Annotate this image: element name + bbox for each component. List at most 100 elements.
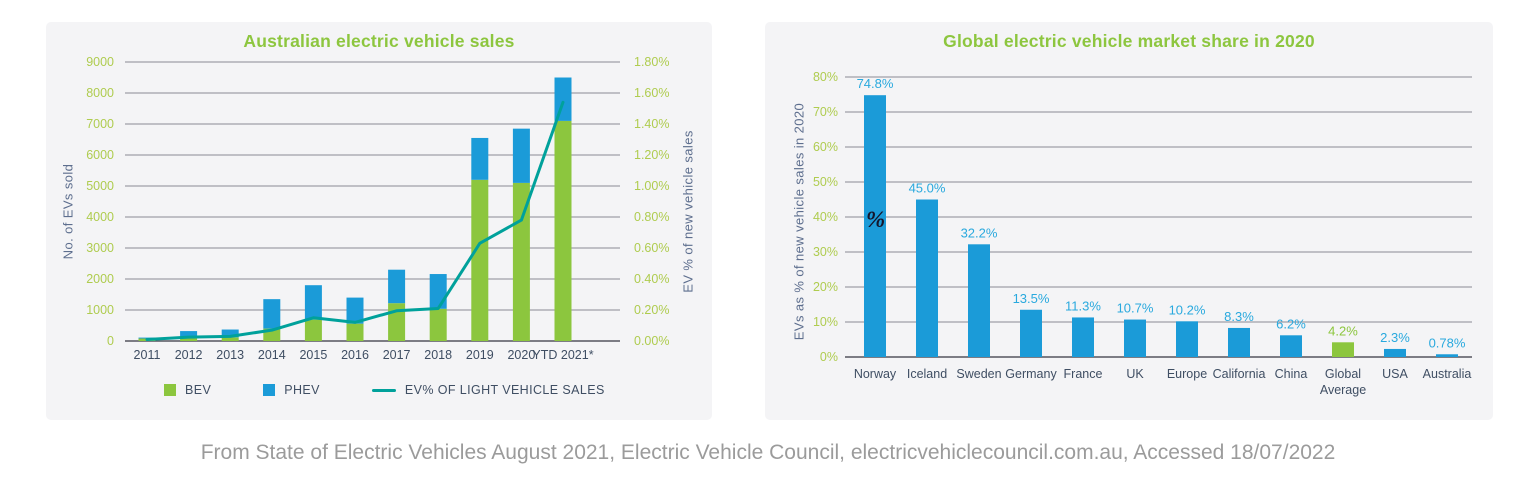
phev-bar <box>512 128 530 183</box>
phev-bar <box>346 297 364 324</box>
bev-bar <box>221 337 239 341</box>
y-tick-label: 60% <box>813 140 838 154</box>
market-share-bar <box>1228 327 1250 357</box>
x-tick-label: 2020 <box>507 348 535 362</box>
x-tick-label: 2011 <box>134 348 161 362</box>
phev-bar <box>554 77 572 121</box>
phev-bar <box>429 274 447 309</box>
phev-bar <box>304 285 322 320</box>
left-chart-title: Australian electric vehicle sales <box>243 31 515 51</box>
market-share-bar <box>1072 317 1094 357</box>
x-tick-label: 2016 <box>341 348 369 362</box>
ev-line-swatch-icon <box>371 388 396 392</box>
bev-bar <box>304 319 322 341</box>
x-tick-label: Australia <box>1423 367 1472 381</box>
legend-item-phev: PHEV <box>263 383 320 397</box>
bev-bar <box>388 303 406 341</box>
bev-swatch-icon <box>164 384 176 396</box>
market-share-bar <box>1124 319 1146 357</box>
x-tick-label: Germany <box>1005 367 1057 381</box>
bar-value-label: 13.5% <box>1013 291 1050 306</box>
x-tick-label: Average <box>1320 383 1366 397</box>
source-caption: From State of Electric Vehicles August 2… <box>200 441 1336 464</box>
legend-item-bev: BEV <box>164 383 211 397</box>
y-tick-label: 10% <box>813 315 838 329</box>
y2-tick-label: 1.00% <box>634 179 669 193</box>
x-tick-label: China <box>1275 367 1308 381</box>
phev-bar <box>180 331 198 339</box>
ev-percent-line <box>145 100 565 341</box>
y-tick-label: 50% <box>813 175 838 189</box>
y2-tick-label: 0.20% <box>634 303 669 317</box>
y2-tick-label: 1.80% <box>634 55 669 69</box>
y-tick-label: 4000 <box>86 210 114 224</box>
y-tick-label: 6000 <box>86 148 114 162</box>
bar-value-label: 10.7% <box>1117 301 1154 316</box>
bar-value-label: 45.0% <box>909 181 946 196</box>
market-share-bar <box>1384 348 1406 357</box>
y-tick-label: 9000 <box>86 55 114 69</box>
y-tick-label: 5000 <box>86 179 114 193</box>
bar-value-label: 11.3% <box>1065 298 1101 313</box>
phev-bar <box>263 299 281 329</box>
y-tick-label: 0 <box>107 334 114 348</box>
global-ev-market-share-chart-panel: Global electric vehicle market share in … <box>765 22 1493 420</box>
phev-swatch-icon <box>263 384 276 396</box>
x-tick-label: France <box>1064 367 1103 381</box>
y-tick-label: 8000 <box>86 86 114 100</box>
y-tick-label: 3000 <box>86 241 114 255</box>
bar-value-label: 2.3% <box>1380 330 1410 345</box>
y2-tick-label: 0.80% <box>634 210 669 224</box>
x-tick-label: 2018 <box>424 348 452 362</box>
x-tick-label: 2017 <box>383 348 411 362</box>
x-tick-label: YTD 2021* <box>532 348 593 362</box>
global-ev-market-share-chart: 0% 10% 20% 30% 40% 50% 60% 70% 80% 74.8% Norway 45.… <box>813 70 1472 397</box>
bar-value-label: 8.3% <box>1224 309 1254 324</box>
bar-value-label: 4.2% <box>1328 323 1358 338</box>
x-tick-label: Europe <box>1167 367 1207 381</box>
australian-ev-sales-chart: 0 0.00% 1000 0.20% 2000 0.40% 3000 0.60% 4000 0.8… <box>86 55 669 362</box>
x-tick-label: 2015 <box>299 348 327 362</box>
y-tick-label: 30% <box>813 245 838 259</box>
percent-artifact: % <box>866 207 886 232</box>
y-tick-label: 40% <box>813 210 838 224</box>
y-tick-label: 0% <box>820 350 838 364</box>
legend-item-ev-line: EV% OF LIGHT VEHICLE SALES <box>371 383 605 397</box>
x-tick-label: Sweden <box>956 367 1001 381</box>
bev-bar <box>180 338 198 341</box>
market-share-bar <box>916 199 938 357</box>
x-tick-label: 2019 <box>466 348 494 362</box>
x-tick-label: USA <box>1382 367 1408 381</box>
y-tick-label: 80% <box>813 70 838 84</box>
y2-tick-label: 0.60% <box>634 241 669 255</box>
y-tick-label: 7000 <box>86 117 114 131</box>
y2-tick-label: 1.60% <box>634 86 669 100</box>
x-tick-label: Global <box>1325 367 1361 381</box>
market-share-bar <box>1332 342 1354 357</box>
bev-bar <box>429 308 447 341</box>
x-tick-label: Iceland <box>907 367 947 381</box>
x-tick-label: Norway <box>854 367 897 381</box>
x-tick-label: 2012 <box>175 348 203 362</box>
australian-ev-sales-chart-panel: Australian electric vehicle sales No. of… <box>46 22 712 420</box>
x-tick-label: 2013 <box>216 348 244 362</box>
phev-bar <box>471 137 489 180</box>
bar-value-label: 0.78% <box>1429 335 1466 350</box>
x-tick-label: California <box>1213 367 1266 381</box>
bev-bar <box>346 323 364 341</box>
y2-tick-label: 1.40% <box>634 117 669 131</box>
y-tick-label: 2000 <box>86 272 114 286</box>
x-tick-label: 2014 <box>258 348 286 362</box>
bar-value-label: 74.8% <box>857 76 894 91</box>
bar-value-label: 6.2% <box>1276 316 1306 331</box>
market-share-bar <box>864 95 886 357</box>
x-tick-label: UK <box>1126 367 1144 381</box>
legend-label-phev: PHEV <box>284 383 320 397</box>
market-share-bar <box>1436 354 1458 357</box>
market-share-bar <box>968 244 990 357</box>
y2-tick-label: 0.00% <box>634 334 669 348</box>
y2-tick-label: 1.20% <box>634 148 669 162</box>
right-chart-title: Global electric vehicle market share in … <box>943 31 1315 51</box>
market-share-bar <box>1176 321 1198 357</box>
y-tick-label: 70% <box>813 105 838 119</box>
